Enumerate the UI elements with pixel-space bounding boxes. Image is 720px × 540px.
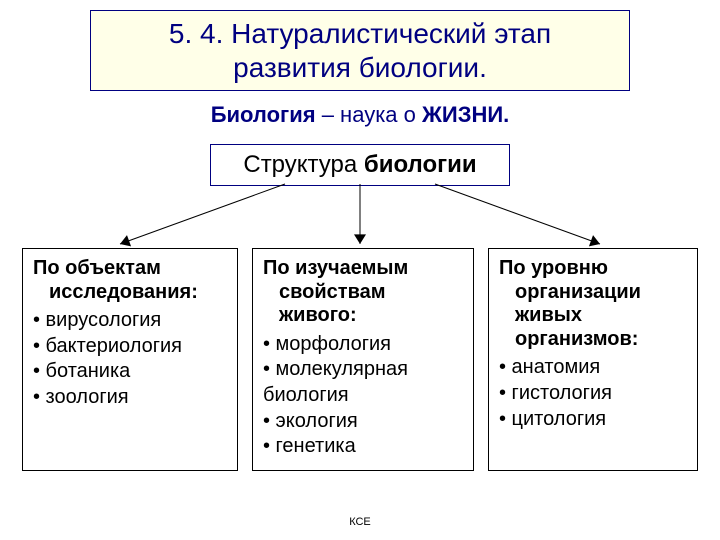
title-line-2: развития биологии. [233,52,487,83]
list-item: • ботаника [33,359,227,385]
subtitle-bold-2: ЖИЗНИ. [422,102,509,127]
column-items: • анатомия• гистология• цитология [499,355,687,432]
list-item: • зоология [33,385,227,411]
columns-container: По объектамисследования: • вирусология• … [22,248,698,471]
list-item: • анатомия [499,355,687,381]
list-item: • цитология [499,407,687,433]
column-items: • вирусология• бактериология• ботаника• … [33,308,227,410]
heading-line: исследования: [33,281,227,305]
subtitle: Биология – наука о ЖИЗНИ. [0,102,720,128]
list-item: • морфология [263,332,463,358]
heading-line: По объектам [33,257,161,279]
subtitle-mid: – наука о [316,102,422,127]
heading-line: организации [499,281,687,305]
list-item: • бактериология [33,334,227,360]
column-objects: По объектамисследования: • вирусология• … [22,248,238,471]
heading-line: организмов: [499,328,687,352]
heading-line: По изучаемым [263,257,408,279]
list-item: • экология [263,409,463,435]
column-levels: По уровнюорганизацииживыхорганизмов: • а… [488,248,698,471]
title-box: 5. 4. Натуралистический этап развития би… [90,10,630,91]
column-heading: По уровнюорганизацииживыхорганизмов: [499,257,687,351]
list-item: • молекулярная биология [263,357,463,408]
heading-line: свойствам [263,281,463,305]
column-properties: По изучаемымсвойствамживого: • морфологи… [252,248,474,471]
list-item: • гистология [499,381,687,407]
subtitle-bold-1: Биология [211,102,316,127]
footer-text: КСЕ [0,516,720,528]
structure-bold: биологии [364,151,477,178]
heading-line: живого: [263,304,463,328]
heading-line: живых [499,304,687,328]
list-item: • вирусология [33,308,227,334]
structure-box: Структура биологии [210,144,510,186]
column-heading: По изучаемымсвойствамживого: [263,257,463,328]
structure-plain: Структура [243,151,364,178]
heading-line: По уровню [499,257,608,279]
title-line-1: 5. 4. Натуралистический этап [169,18,551,49]
list-item: • генетика [263,434,463,460]
column-heading: По объектамисследования: [33,257,227,304]
column-items: • морфология• молекулярная биология• эко… [263,332,463,460]
